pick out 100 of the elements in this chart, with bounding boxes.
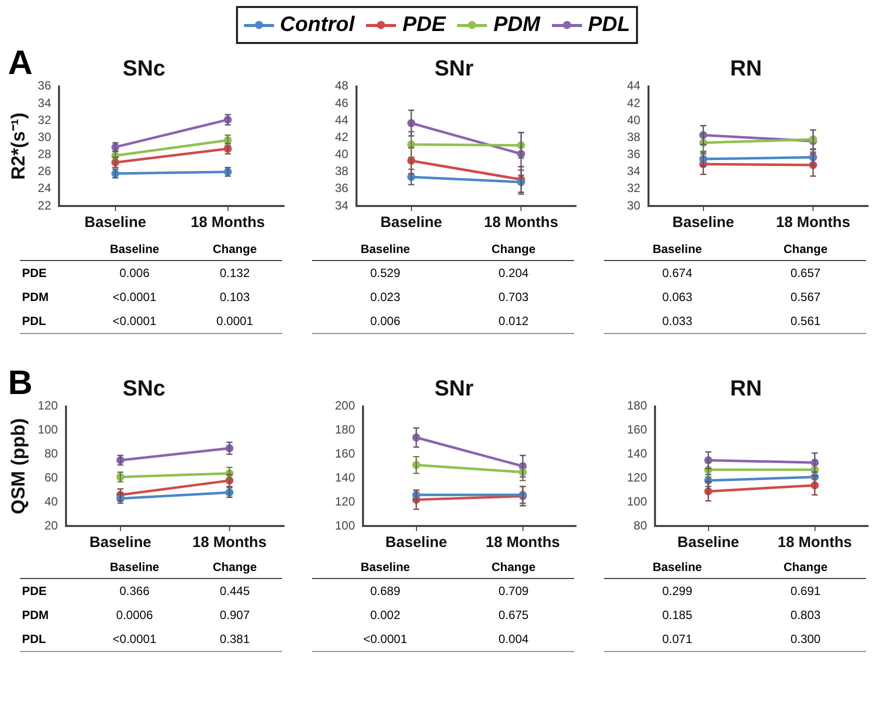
y-tick-label: 200 — [334, 398, 356, 413]
legend-label: PDM — [493, 13, 540, 37]
y-tick-label: 44 — [334, 112, 349, 127]
y-tick-label: 40 — [334, 147, 349, 162]
y-tick-label: 100 — [626, 494, 648, 508]
category-label: Baseline — [609, 558, 746, 578]
x-tick-label: 18 Months — [778, 534, 852, 552]
chart-title: SNr — [434, 375, 474, 400]
category-label: Baseline — [82, 240, 188, 260]
text: 0.204 — [498, 266, 529, 280]
text: <0.0001 — [363, 632, 408, 646]
text: 0.300 — [790, 632, 821, 646]
category-label: Change — [453, 558, 574, 578]
category-label: Change — [745, 240, 866, 260]
y-tick-label: 160 — [334, 446, 356, 461]
category-label: Change — [453, 240, 574, 260]
category-label: Baseline — [609, 240, 746, 260]
y-tick-label: 180 — [334, 422, 356, 437]
text: 0.023 — [370, 290, 400, 304]
y-tick-label: 30 — [626, 198, 641, 212]
y-tick-label: 44 — [626, 78, 641, 93]
category-label: Change — [745, 558, 866, 578]
text: 0.299 — [662, 584, 692, 598]
chart-title: SNc — [122, 375, 166, 400]
text: <0.0001 — [112, 290, 156, 304]
y-axis-title: QSM (ppb) — [8, 418, 30, 514]
y-tick-label: 40 — [626, 112, 641, 127]
category-label: Change — [188, 240, 282, 260]
y-tick-label: 80 — [44, 446, 58, 461]
x-tick-label: 18 Months — [776, 214, 850, 232]
legend-label: PDL — [588, 13, 630, 37]
chart-title: SNc — [122, 55, 166, 80]
x-tick-label: Baseline — [84, 214, 146, 232]
category-label: Change — [188, 558, 282, 578]
category-label: PDE — [22, 584, 47, 598]
text: 0.445 — [220, 584, 250, 598]
text: 0.561 — [790, 314, 821, 328]
y-tick-label: 26 — [38, 164, 52, 178]
text: 0.132 — [220, 266, 250, 280]
y-tick-label: 140 — [626, 446, 648, 461]
text: 0.529 — [370, 266, 400, 280]
y-tick-label: 32 — [626, 181, 641, 196]
text: 0.689 — [370, 584, 400, 598]
x-tick-label: Baseline — [672, 214, 734, 232]
x-tick-label: 18 Months — [190, 214, 265, 232]
y-tick-label: 34 — [38, 96, 52, 110]
category-label: Baseline — [82, 558, 188, 578]
x-tick-label: 18 Months — [486, 534, 560, 552]
text: 0.907 — [220, 608, 250, 622]
text: 0.381 — [220, 632, 250, 646]
x-tick-label: Baseline — [677, 534, 740, 552]
y-tick-label: 22 — [38, 198, 52, 212]
category-label: PDE — [22, 266, 47, 280]
y-tick-label: 30 — [38, 130, 52, 144]
x-tick-label: 18 Months — [192, 534, 267, 552]
y-tick-label: 28 — [38, 147, 52, 162]
text: 0.803 — [790, 608, 821, 622]
text: 0.709 — [498, 584, 529, 598]
text: 0.675 — [498, 608, 529, 622]
legend-label: PDE — [402, 13, 446, 37]
chart-title: RN — [730, 375, 762, 400]
y-tick-label: 42 — [626, 96, 641, 110]
y-tick-label: 34 — [334, 198, 349, 212]
y-tick-label: 48 — [334, 78, 349, 93]
text: 0.006 — [370, 314, 400, 328]
y-tick-label: 34 — [626, 164, 641, 178]
text: A — [8, 44, 33, 83]
y-tick-label: 160 — [626, 422, 648, 437]
y-tick-label: 42 — [334, 130, 349, 144]
text: 0.691 — [790, 584, 821, 598]
category-label: PDL — [22, 314, 46, 328]
category-label: Baseline — [317, 558, 454, 578]
legend-label: Control — [280, 13, 355, 37]
y-tick-label: 120 — [626, 470, 648, 484]
text: 0.0001 — [216, 314, 254, 328]
text: 0.004 — [498, 632, 529, 646]
chart-title: RN — [730, 55, 762, 80]
text: 0.674 — [662, 266, 692, 280]
text: <0.0001 — [112, 632, 156, 646]
y-tick-label: 60 — [44, 470, 58, 484]
category-label: PDL — [22, 632, 46, 646]
y-tick-label: 36 — [38, 78, 52, 93]
y-tick-label: 140 — [334, 470, 356, 484]
text: <0.0001 — [112, 314, 156, 328]
text: 0.063 — [662, 290, 692, 304]
text: 0.103 — [220, 290, 250, 304]
y-tick-label: 180 — [626, 398, 648, 413]
y-tick-label: 24 — [38, 181, 52, 196]
y-tick-label: 46 — [334, 96, 349, 110]
text: 0.033 — [662, 314, 692, 328]
y-tick-label: 38 — [334, 164, 349, 178]
text: 0.012 — [498, 314, 529, 328]
text: 0.006 — [120, 266, 150, 280]
text: 0.0006 — [116, 608, 153, 622]
text: 0.366 — [120, 584, 150, 598]
text: 0.567 — [790, 290, 821, 304]
text: 0.657 — [790, 266, 821, 280]
y-tick-label: 100 — [38, 422, 58, 437]
category-label: Baseline — [317, 240, 454, 260]
y-tick-label: 38 — [626, 130, 641, 144]
